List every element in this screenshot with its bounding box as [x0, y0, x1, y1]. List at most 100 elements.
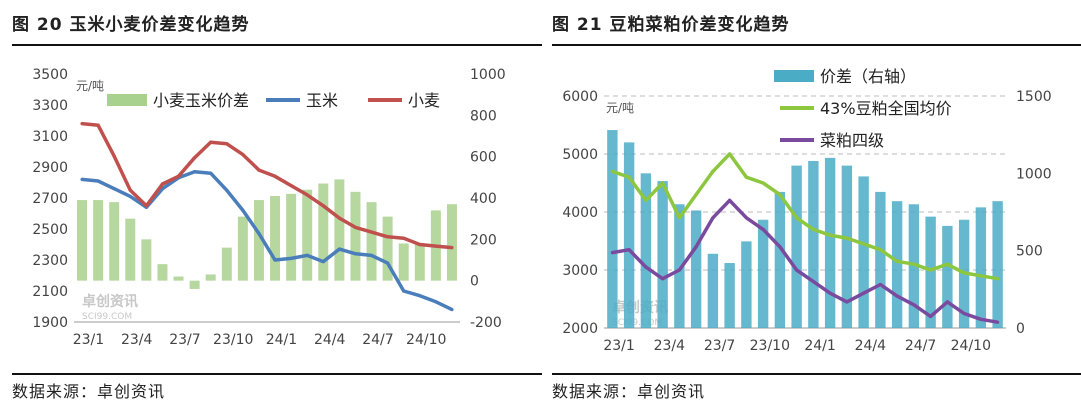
bar [77, 200, 88, 281]
watermark-subtext: SCI99.COM [82, 312, 132, 322]
bar [398, 243, 409, 281]
y2-tick-label: 200 [470, 232, 497, 248]
data-point [627, 175, 631, 179]
data-point [979, 317, 983, 321]
legend-label: 小麦玉米价差 [153, 91, 249, 110]
bar [690, 210, 702, 328]
bar [824, 157, 836, 328]
legend-swatch [774, 70, 814, 82]
y2-tick-label: 1500 [1016, 89, 1052, 105]
source-note: 数据来源：卓创资讯 [552, 382, 706, 401]
data-point [337, 247, 341, 251]
data-point [128, 194, 132, 199]
data-point [225, 188, 229, 192]
data-point [434, 300, 438, 304]
x-tick-label: 23/7 [704, 338, 735, 354]
data-point [661, 181, 665, 185]
data-point [929, 314, 933, 318]
series-line [81, 169, 453, 312]
data-point [728, 198, 732, 202]
data-point [878, 282, 882, 287]
x-tick-label: 23/4 [654, 338, 686, 354]
corn-wheat-chart: 1900 2100 2300 2500 2700 2900 3100 3300 3500 -200… [32, 67, 505, 348]
bar [382, 216, 393, 281]
bar [774, 191, 786, 328]
x-tick-label: 24/10 [951, 338, 991, 354]
source-rule [552, 373, 1081, 375]
data-point [744, 216, 748, 220]
bar [253, 200, 264, 281]
bar [875, 191, 886, 328]
y2-tick-label: -200 [470, 315, 502, 331]
data-point [386, 261, 390, 265]
data-point [962, 271, 966, 275]
bar [942, 225, 953, 328]
data-point [289, 256, 293, 261]
data-point [353, 225, 358, 230]
bar [707, 253, 719, 328]
legend-swatch [107, 94, 147, 106]
x-tick-label: 23/1 [73, 332, 104, 348]
data-point [257, 168, 261, 172]
legend-label: 价差（右轴） [820, 67, 916, 86]
y2-tick-label: 400 [470, 191, 497, 207]
data-point [434, 244, 438, 248]
data-point [257, 232, 261, 236]
data-point [610, 251, 614, 255]
y2-tick-label: 800 [470, 108, 497, 124]
bar [808, 160, 819, 328]
y-tick-label: 2700 [32, 191, 68, 207]
chart-title: 图 20 玉米小麦价差变化趋势 [12, 15, 250, 35]
bar [334, 179, 345, 281]
data-point [225, 142, 229, 146]
data-point [289, 184, 293, 188]
data-point [305, 253, 309, 257]
source-rule [12, 373, 542, 375]
data-point [450, 246, 454, 250]
data-point [353, 252, 358, 256]
data-point [402, 236, 406, 240]
data-point [96, 123, 100, 127]
y2-tick-label: 1000 [1016, 166, 1052, 182]
y-tick-label: 3300 [32, 98, 68, 114]
bar [741, 241, 752, 328]
data-point [929, 268, 933, 272]
data-point [402, 289, 406, 293]
data-point [321, 259, 325, 264]
x-tick-label: 24/10 [406, 332, 446, 348]
y-tick-label: 6000 [562, 89, 598, 105]
data-point [845, 300, 849, 304]
x-tick-label: 23/4 [121, 332, 153, 348]
y-tick-label: 1900 [32, 315, 68, 331]
data-point [761, 227, 765, 231]
bar [157, 264, 168, 281]
data-point [862, 242, 866, 246]
data-point [627, 248, 631, 252]
x-tick-label: 24/7 [905, 338, 936, 354]
data-point [112, 187, 116, 191]
y-unit-label: 元/吨 [606, 101, 634, 115]
bar [640, 173, 652, 328]
data-point [610, 169, 614, 173]
bar [841, 165, 853, 328]
bar [414, 243, 425, 281]
y-tick-label: 2300 [32, 253, 68, 269]
bar [189, 280, 200, 289]
legend-label: 43%豆粕全国均价 [820, 99, 952, 118]
data-point [112, 154, 116, 158]
data-point [193, 156, 197, 160]
data-point [778, 193, 782, 197]
title-rule [12, 44, 542, 46]
bar [975, 207, 987, 328]
bar [350, 191, 361, 281]
data-point [241, 153, 245, 157]
title-rule [552, 44, 1081, 46]
data-point [996, 320, 1000, 324]
watermark-subtext: SCI99.COM [612, 318, 662, 328]
data-point [677, 268, 681, 272]
y2-tick-label: 500 [1016, 244, 1043, 260]
x-tick-label: 24/1 [804, 338, 835, 354]
bar [791, 165, 802, 328]
data-point [979, 274, 983, 278]
data-point [160, 182, 165, 186]
